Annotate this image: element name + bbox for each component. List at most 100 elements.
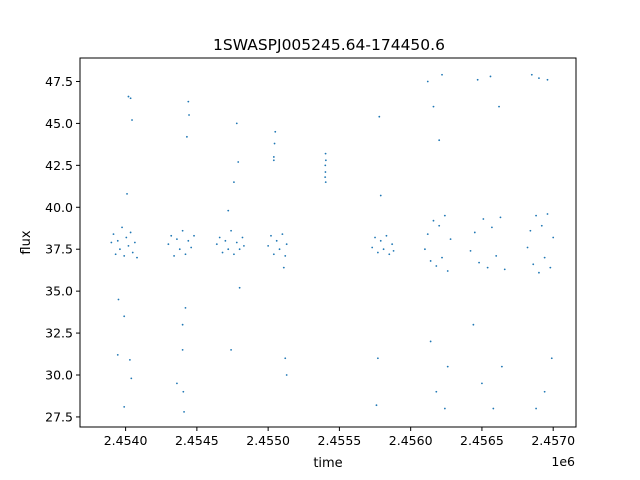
data-point [270,234,272,237]
data-point [123,255,126,257]
data-point [552,236,555,239]
y-tick-label: 37.5 [45,242,73,257]
data-point [235,122,238,125]
data-point [243,244,245,247]
data-point [215,243,218,246]
data-points [110,73,555,413]
data-point [443,407,446,410]
data-point [117,298,120,301]
data-point [526,246,529,249]
x-tick-label: 2.4565 [460,433,504,448]
data-point [392,249,395,252]
data-point [324,159,327,162]
y-tick-label: 40.0 [45,200,73,215]
data-point [182,390,185,393]
data-point [188,114,190,116]
x-tick-label: 2.4555 [318,433,362,448]
data-point [273,142,276,145]
data-point [230,348,232,351]
data-point [535,214,537,217]
data-point [492,407,495,410]
data-point [489,75,492,78]
data-point [183,411,185,413]
data-point [110,241,113,244]
data-point [125,236,128,239]
data-point [184,253,187,256]
data-point [123,405,126,408]
data-point [233,181,235,184]
data-point [235,241,238,244]
data-point [385,234,388,237]
data-point [549,266,552,269]
data-point [529,229,532,232]
data-point [167,243,170,246]
x-axis-label: time [313,456,342,471]
data-point [446,365,449,368]
data-point [391,243,394,246]
x-axis-ticks: 2.4540 2.4545 2.4550 2.4555 2.4560 2.4565 2.45… [104,427,575,448]
data-point [446,270,449,272]
data-point [178,248,181,251]
data-point [193,234,195,237]
data-point [133,241,136,244]
data-point [374,236,376,239]
data-point [230,229,232,232]
data-point [272,253,275,256]
y-tick-label: 47.5 [45,74,73,89]
y-tick-label: 42.5 [45,158,73,173]
data-point [186,135,188,138]
data-point [324,152,327,155]
data-point [486,266,489,269]
data-point [324,164,327,167]
y-tick-label: 30.0 [45,368,73,383]
data-point [379,194,382,197]
data-point [478,261,480,264]
data-point [500,365,503,368]
data-point [424,248,426,251]
data-point [540,224,543,227]
data-point [221,251,224,254]
data-point [237,161,240,163]
data-point [432,105,435,108]
data-point [538,77,540,80]
chart-title: 1SWASPJ005245.64-174450.6 [213,36,445,54]
data-point [476,78,479,81]
x-tick-label: 2.4540 [104,433,148,448]
data-point [121,226,123,229]
data-point [128,359,131,361]
data-point [426,80,429,83]
data-point [267,244,270,247]
data-point [491,226,493,229]
data-point [473,231,476,234]
data-point [371,246,374,249]
data-point [187,100,190,103]
data-point [375,404,378,407]
data-point [173,255,175,257]
x-axis-offset-label: 1e6 [551,454,575,469]
data-point [435,265,438,267]
data-point [238,286,241,289]
data-point [379,239,382,242]
data-point [170,234,173,237]
data-point [176,238,178,241]
data-point [218,236,221,239]
data-point [187,239,190,242]
data-point [227,248,230,251]
data-point [503,268,506,271]
data-point [469,249,472,252]
x-tick-label: 2.4570 [531,433,575,448]
data-point [136,256,138,259]
data-point [114,253,117,256]
x-tick-label: 2.4560 [389,433,433,448]
data-point [546,78,549,81]
data-point [546,213,549,215]
data-point [376,251,379,254]
y-tick-label: 45.0 [45,116,73,131]
data-point [429,340,432,343]
data-point [241,236,244,239]
y-axis-label: flux [19,230,34,254]
data-point [130,377,133,380]
data-point [127,244,130,247]
data-point [131,251,134,254]
